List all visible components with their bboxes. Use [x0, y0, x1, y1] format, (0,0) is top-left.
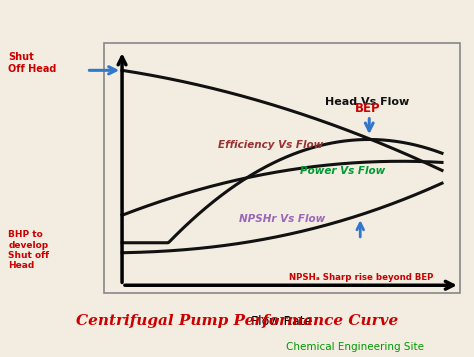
- Text: Efficiency Vs Flow: Efficiency Vs Flow: [218, 140, 323, 150]
- Text: Flow Rate: Flow Rate: [251, 315, 313, 328]
- Text: Head Vs Flow: Head Vs Flow: [325, 97, 409, 107]
- Text: Centrifugal Pump Performance Curve: Centrifugal Pump Performance Curve: [76, 314, 398, 328]
- Text: NPSHr Vs Flow: NPSHr Vs Flow: [239, 213, 326, 223]
- Text: Power Vs Flow: Power Vs Flow: [300, 166, 385, 176]
- Text: BHP to
develop
Shut off
Head: BHP to develop Shut off Head: [8, 230, 49, 270]
- Bar: [104, 43, 460, 293]
- Text: BEP: BEP: [355, 102, 380, 115]
- Text: Chemical Engineering Site: Chemical Engineering Site: [286, 342, 425, 352]
- Text: Shut
Off Head: Shut Off Head: [8, 52, 57, 74]
- Text: NPSHₐ Sharp rise beyond BEP: NPSHₐ Sharp rise beyond BEP: [289, 273, 434, 282]
